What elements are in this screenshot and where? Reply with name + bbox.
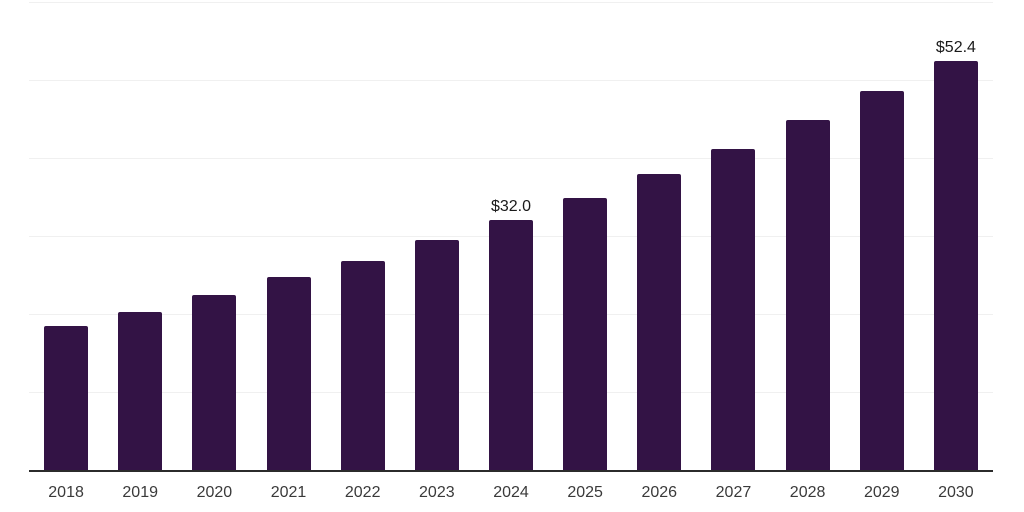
x-tick-2025: 2025 — [567, 484, 603, 501]
gridline-60 — [29, 2, 993, 3]
bar-2025 — [563, 197, 608, 470]
x-tick-2019: 2019 — [122, 484, 158, 501]
bar-2020 — [192, 295, 237, 470]
x-tick-2027: 2027 — [715, 484, 752, 501]
bar-2026 — [637, 173, 682, 470]
bar-2021 — [266, 277, 311, 470]
bar-2027 — [711, 148, 756, 470]
x-tick-2028: 2028 — [789, 484, 826, 501]
bar-2030 — [933, 61, 978, 470]
bar-2019 — [118, 311, 163, 470]
bar-value-label-2030: $52.4 — [935, 39, 976, 57]
bar-2024 — [489, 220, 533, 470]
bar-2029 — [859, 90, 904, 470]
gridline-50 — [29, 80, 993, 81]
gridline-40 — [29, 158, 993, 159]
x-axis-line — [29, 470, 993, 472]
x-tick-2026: 2026 — [641, 484, 678, 501]
x-tick-2018: 2018 — [48, 484, 84, 501]
x-tick-2023: 2023 — [419, 484, 455, 501]
bar-2022 — [340, 260, 385, 470]
bar-2018 — [44, 325, 89, 470]
x-tick-2024: 2024 — [493, 484, 529, 501]
x-tick-2020: 2020 — [196, 484, 233, 501]
bar-value-label-2024: $32.0 — [490, 198, 532, 216]
x-tick-2030: 2030 — [938, 484, 974, 501]
x-tick-2029: 2029 — [863, 484, 900, 501]
bar-2023 — [414, 239, 459, 470]
bar-2028 — [785, 119, 830, 470]
x-tick-2021: 2021 — [270, 484, 307, 501]
x-tick-2022: 2022 — [344, 484, 381, 501]
